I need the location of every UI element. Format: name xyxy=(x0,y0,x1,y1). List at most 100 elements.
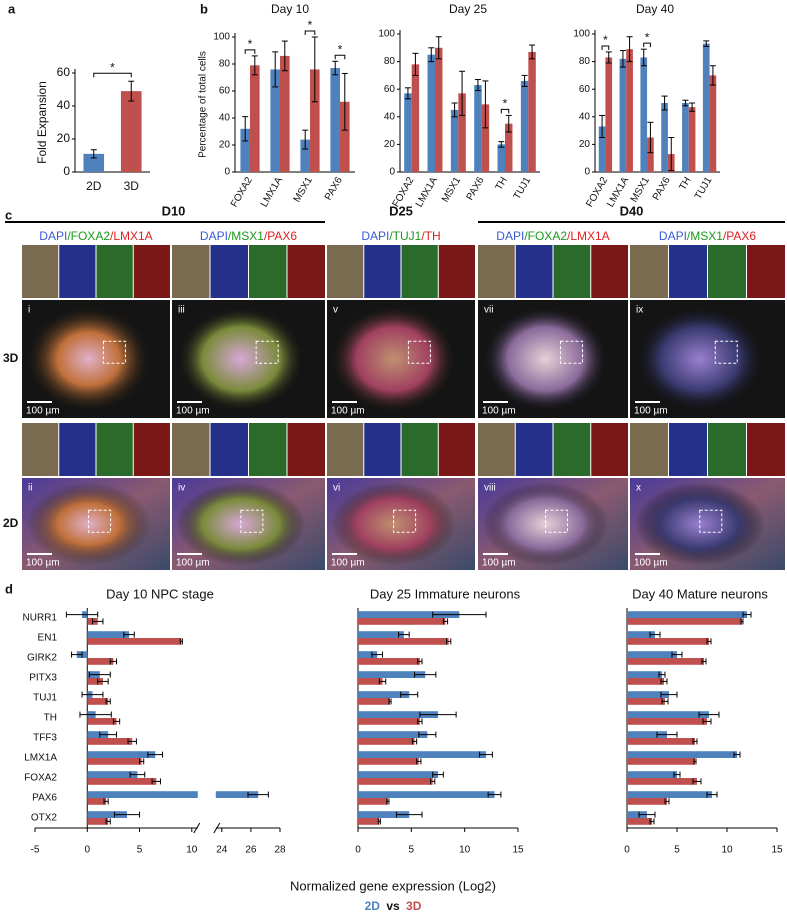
scale-bar-label: 100 µm xyxy=(176,558,210,569)
error-bar xyxy=(605,51,612,64)
error-bar xyxy=(668,137,675,172)
error-bar xyxy=(302,129,309,150)
x-tick-label: MSX1 xyxy=(440,175,463,204)
error-bar xyxy=(671,651,683,658)
error-bar xyxy=(442,618,449,625)
error-bar xyxy=(371,651,384,658)
thumbnail xyxy=(630,423,668,476)
stain-part: DAPI xyxy=(496,229,524,243)
bar xyxy=(505,123,513,172)
y-tick-label: PITX3 xyxy=(29,673,57,684)
x-tick-label: TH xyxy=(494,175,510,192)
error-bar xyxy=(147,751,164,758)
legend-entry: 2D xyxy=(365,899,381,913)
bar xyxy=(358,811,410,818)
error-bar xyxy=(649,631,661,638)
stain-label: DAPI/MSX1/PAX6 xyxy=(659,229,756,243)
thumbnail xyxy=(287,245,325,298)
bar xyxy=(87,678,103,685)
error-bar xyxy=(109,658,118,665)
y-tick-label: TFF3 xyxy=(33,733,57,744)
bar xyxy=(83,153,105,172)
x-tick-label: 24 xyxy=(216,845,228,856)
error-bar xyxy=(660,678,668,685)
bar xyxy=(619,58,627,173)
error-bar xyxy=(412,52,419,76)
x-tick-label: 5 xyxy=(409,845,415,856)
timepoint-label: D10 xyxy=(162,203,186,218)
bar xyxy=(358,711,438,718)
inset-box xyxy=(407,340,431,364)
error-bar xyxy=(129,771,146,778)
thumbnail xyxy=(210,245,248,298)
stain-label: DAPI/MSX1/PAX6 xyxy=(200,229,297,243)
thumbnail xyxy=(172,423,210,476)
bar xyxy=(358,651,378,658)
bar xyxy=(358,618,446,625)
bar xyxy=(627,651,677,658)
stain-label: DAPI/FOXA2/LMX1A xyxy=(39,229,152,243)
inset-box xyxy=(240,509,264,533)
error-bar xyxy=(112,718,121,725)
thumbnail xyxy=(327,245,364,298)
bar xyxy=(358,758,419,765)
thumbnail xyxy=(669,423,707,476)
stain-part: /MSX1 xyxy=(687,229,723,243)
micrograph-signal xyxy=(26,482,151,566)
chart-title: Day 25 Immature neurons xyxy=(370,586,521,601)
error-bar xyxy=(658,671,666,678)
error-bar xyxy=(332,60,339,76)
error-bar xyxy=(521,74,528,87)
y-tick-label: 100 xyxy=(573,29,590,40)
x-tick-label: LMX1A xyxy=(414,175,440,209)
error-bar xyxy=(432,611,487,618)
error-bar xyxy=(79,711,112,718)
bar xyxy=(87,798,107,805)
error-bar xyxy=(451,102,458,118)
error-bar xyxy=(377,818,381,825)
micrograph-signal xyxy=(634,482,765,566)
thumbnail xyxy=(249,423,287,476)
micrograph-signal xyxy=(482,305,609,413)
error-bar xyxy=(416,758,422,765)
error-bar xyxy=(626,36,633,63)
thumbnail xyxy=(210,423,248,476)
error-bar xyxy=(692,738,698,745)
image-numeral: vi xyxy=(333,483,340,494)
scale-bar-label: 100 µm xyxy=(634,406,668,417)
bar xyxy=(709,75,717,172)
micrograph-signal xyxy=(331,482,456,566)
thumbnail xyxy=(515,423,553,476)
scale-bar-label: 100 µm xyxy=(331,558,365,569)
y-axis-label: Fold Expansion xyxy=(35,81,49,164)
error-bar xyxy=(418,731,437,738)
bar xyxy=(358,698,390,705)
x-tick-label: PAX6 xyxy=(323,175,345,202)
y-axis-label: Percentage of total cells xyxy=(198,51,209,158)
bar xyxy=(87,758,142,765)
error-bar xyxy=(702,718,712,725)
error-bar xyxy=(311,36,318,103)
y-tick-label: OTX2 xyxy=(31,813,58,824)
stain-part: /LMX1A xyxy=(567,229,610,243)
thumbnail xyxy=(630,245,668,298)
scale-bar-label: 100 µm xyxy=(482,558,516,569)
error-bar xyxy=(105,818,111,825)
scale-bar-label: 100 µm xyxy=(482,406,516,417)
error-bar xyxy=(474,79,481,92)
bar xyxy=(627,711,709,718)
bar xyxy=(627,731,667,738)
micrograph-signal xyxy=(176,305,306,413)
legend-joiner: vs xyxy=(386,899,400,913)
bar xyxy=(87,778,157,785)
x-tick-label: 0 xyxy=(84,845,90,856)
error-bar xyxy=(498,141,505,148)
inset-box xyxy=(545,509,568,533)
bar xyxy=(358,798,388,805)
axis-break-mark xyxy=(193,822,221,834)
bar xyxy=(404,93,412,172)
x-axis-label: Normalized gene expression (Log2) xyxy=(290,878,496,893)
thumbnail xyxy=(327,423,364,476)
x-tick-label: MSX1 xyxy=(292,175,315,204)
bar xyxy=(358,751,486,758)
